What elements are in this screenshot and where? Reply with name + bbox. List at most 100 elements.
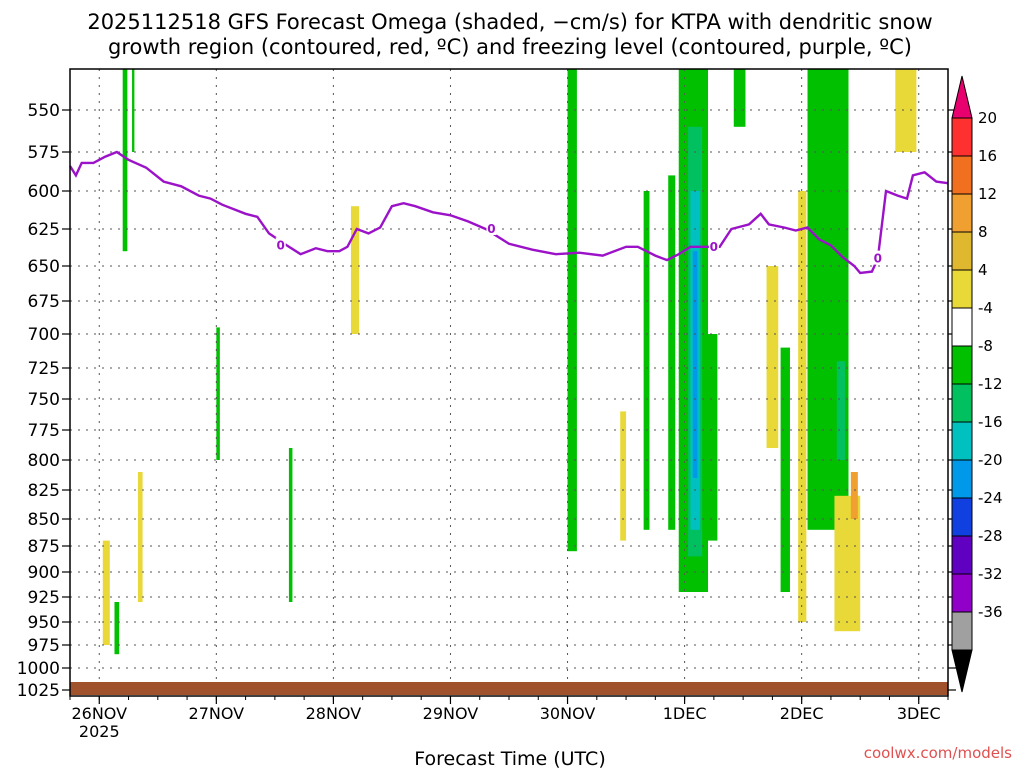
green-col-30nov xyxy=(567,69,577,552)
y-tick-label-925: 925 xyxy=(28,588,60,608)
y-tick-label-800: 800 xyxy=(28,451,60,471)
green-streak-26nov-b xyxy=(132,69,135,152)
x-tick-label-30NOV: 30NOV xyxy=(540,704,596,723)
colorbar-label-1: 16 xyxy=(978,147,997,165)
y-tick-label-1025: 1025 xyxy=(17,681,60,701)
freezing-level-label-bg-2 xyxy=(708,238,719,253)
colorbar-label-4: 4 xyxy=(978,261,988,279)
green-col-30nov-b xyxy=(643,191,650,530)
colorbar-label-10: -24 xyxy=(978,489,1003,507)
y-tick-label-975: 975 xyxy=(28,636,60,656)
freezing-level-label-bg-0 xyxy=(275,237,286,252)
y-tick-label-850: 850 xyxy=(28,510,60,530)
green-col-30nov-c xyxy=(668,175,676,530)
x-tick-sublabel-26NOV: 2025 xyxy=(79,722,120,741)
x-tick-label-26NOV: 26NOV xyxy=(71,704,127,723)
green-col-1dec-b xyxy=(708,334,718,541)
colorbar-segment-3 xyxy=(951,231,973,271)
freezing-level-label-3: 0 xyxy=(874,252,882,266)
colorbar-label-6: -8 xyxy=(978,337,993,355)
y-tick-label-950: 950 xyxy=(28,613,60,633)
colorbar-label-8: -16 xyxy=(978,413,1003,431)
colorbar-segment-12 xyxy=(951,573,973,613)
y-tick-label-1000: 1000 xyxy=(17,659,60,679)
freezing-level-labels: 0 0 0 0 xyxy=(275,221,883,266)
freezing-level-label-0: 0 xyxy=(277,238,285,252)
freezing-level-label-bg-3 xyxy=(872,250,883,265)
colorbar-segment-11 xyxy=(951,535,973,575)
omega-shading xyxy=(102,69,917,655)
plot-area: 0 0 0 0 xyxy=(68,68,949,697)
colorbar-label-2: 12 xyxy=(978,185,997,203)
colorbar-label-5: -4 xyxy=(978,299,993,317)
colorbar-label-11: -28 xyxy=(978,527,1003,545)
y-tick-label-600: 600 xyxy=(28,182,60,202)
y-tick-label-550: 550 xyxy=(28,101,60,121)
y-tick-label-650: 650 xyxy=(28,257,60,277)
surface-ground xyxy=(70,682,948,695)
y-tick-label-775: 775 xyxy=(28,421,60,441)
x-tick-label-28NOV: 28NOV xyxy=(306,704,362,723)
colorbar-segment-4 xyxy=(951,269,973,309)
chart-title-line-1: 2025112518 GFS Forecast Omega (shaded, −… xyxy=(87,10,932,34)
y-tick-label-900: 900 xyxy=(28,563,60,583)
blue-core-1dec xyxy=(692,251,698,478)
colorbar: 20 16 12 8 4 -4 -8 -12 -16 -20 -24 -28 -32 -36 xyxy=(951,75,1003,693)
colorbar-top-triangle xyxy=(951,75,973,119)
orange-patch-2dec xyxy=(850,472,858,519)
colorbar-segment-6 xyxy=(951,345,973,385)
colorbar-label-9: -20 xyxy=(978,451,1003,469)
yellow-streak-26nov xyxy=(102,540,110,645)
green-streak-26nov-low xyxy=(114,602,120,655)
y-tick-label-875: 875 xyxy=(28,537,60,557)
x-tick-label-29NOV: 29NOV xyxy=(423,704,479,723)
yellow-streak-30nov xyxy=(620,411,627,541)
colorbar-label-3: 8 xyxy=(978,223,988,241)
credit-text: coolwx.com/models xyxy=(864,744,1012,762)
x-tick-label-1DEC: 1DEC xyxy=(663,704,707,723)
yellow-streak-28nov xyxy=(350,206,360,334)
colorbar-bottom-triangle xyxy=(951,649,973,693)
yellow-col-1dec xyxy=(766,266,779,448)
chart-title-line-2: growth region (contoured, red, ºC) and f… xyxy=(108,35,912,59)
colorbar-label-13: -36 xyxy=(978,603,1003,621)
colorbar-segment-10 xyxy=(951,497,973,537)
colorbar-segment-9 xyxy=(951,459,973,499)
y-tick-label-700: 700 xyxy=(28,325,60,345)
yellow-col-2dec xyxy=(798,191,807,622)
freezing-level-contour xyxy=(68,150,949,275)
y-tick-label-750: 750 xyxy=(28,390,60,410)
x-tick-label-27NOV: 27NOV xyxy=(189,704,245,723)
y-axis-ticks: 550 575 600 625 650 675 700 725 750 775 800 825 850 8… xyxy=(17,101,956,701)
y-tick-label-625: 625 xyxy=(28,220,60,240)
y-tick-label-675: 675 xyxy=(28,292,60,312)
x-axis-title: Forecast Time (UTC) xyxy=(414,748,605,768)
green-streak-27nov xyxy=(216,327,220,460)
colorbar-segment-5 xyxy=(951,307,973,347)
green-block-2dec xyxy=(807,69,849,530)
green-col-2dec xyxy=(780,347,790,592)
freezing-level-label-bg-1 xyxy=(486,221,497,235)
freezing-level-label-2: 0 xyxy=(710,240,718,254)
teal-block-2dec xyxy=(836,361,845,460)
colorbar-segment-8 xyxy=(951,421,973,461)
y-tick-label-825: 825 xyxy=(28,481,60,501)
yellow-top-3dec xyxy=(895,69,917,152)
green-streak-26nov xyxy=(122,69,128,252)
colorbar-segment-1 xyxy=(951,155,973,195)
y-tick-label-725: 725 xyxy=(28,359,60,379)
colorbar-segment-7 xyxy=(951,383,973,423)
freezing-level-label-1: 0 xyxy=(487,222,495,236)
colorbar-segment-0 xyxy=(951,117,973,157)
colorbar-segment-2 xyxy=(951,193,973,233)
yellow-streak-26nov-b xyxy=(137,472,143,602)
green-top-1dec xyxy=(733,69,746,127)
green-streak-27nov-b xyxy=(288,448,293,602)
x-tick-label-3DEC: 3DEC xyxy=(897,704,941,723)
colorbar-label-7: -12 xyxy=(978,375,1003,393)
y-tick-label-575: 575 xyxy=(28,143,60,163)
x-tick-label-2DEC: 2DEC xyxy=(780,704,824,723)
colorbar-label-12: -32 xyxy=(978,565,1003,583)
